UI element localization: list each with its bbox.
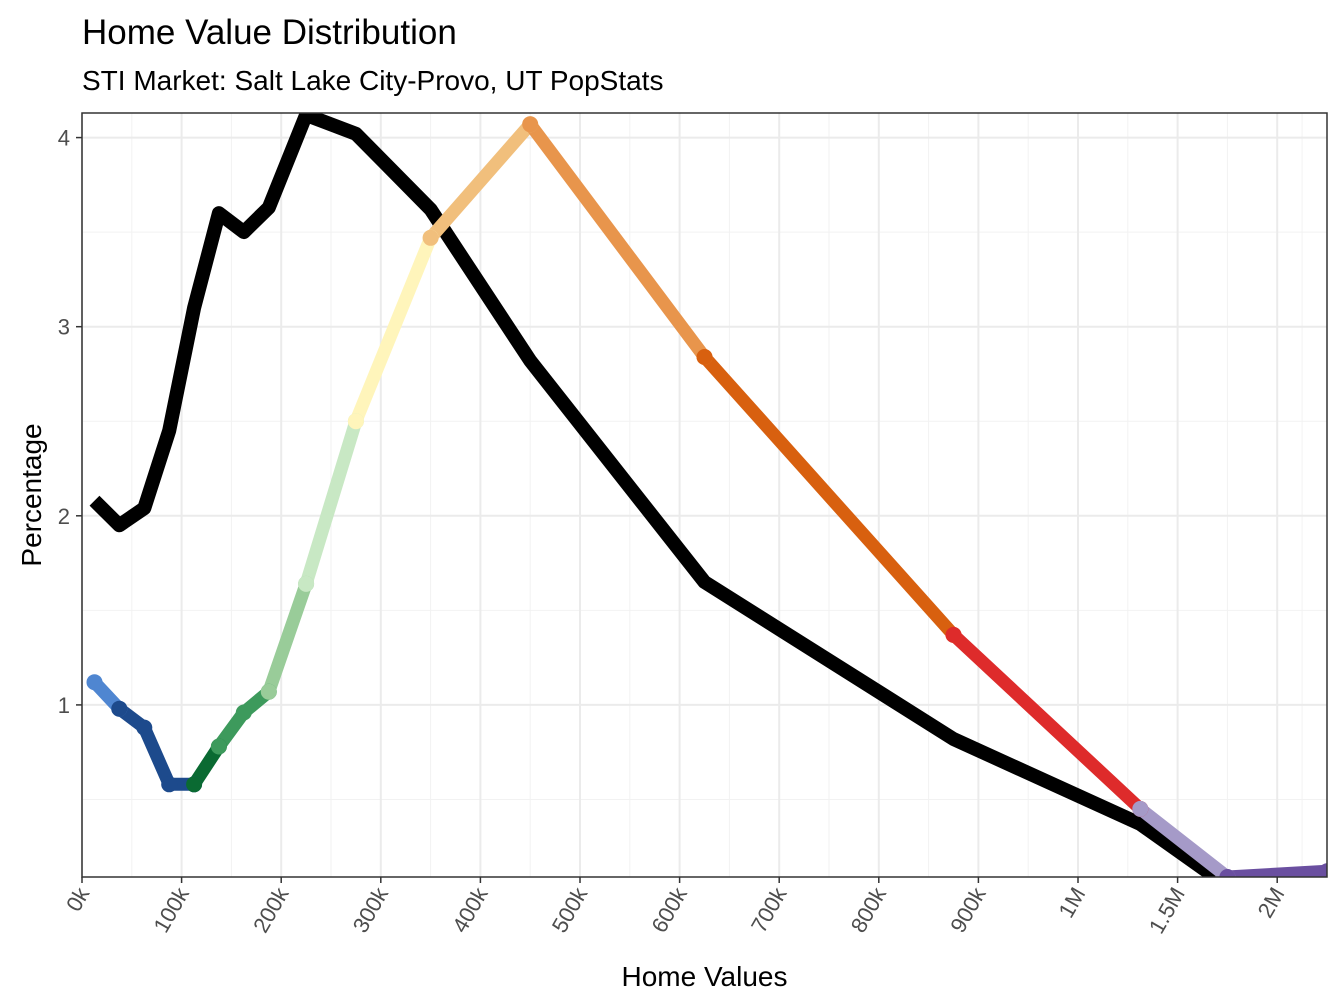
x-axis: 0k 100k 200k 300k 400k 500k 600k 700k 800k 900k 1M… <box>61 877 1290 938</box>
series-point <box>235 704 252 721</box>
series-point <box>1319 863 1327 877</box>
series-point <box>422 229 439 246</box>
panel-border <box>81 112 1328 878</box>
x-tick-label: 200k <box>248 882 294 937</box>
series-point <box>260 683 277 700</box>
x-tick-label: 400k <box>447 882 493 937</box>
series-line-segment <box>424 117 537 245</box>
series-point <box>136 719 153 736</box>
x-tick-label: 2M <box>1253 883 1290 922</box>
y-tick-label: 1 <box>58 693 70 718</box>
series-line-segment <box>1220 864 1327 877</box>
series-point <box>347 413 364 430</box>
series-point <box>522 116 539 133</box>
x-tick-label: 1.5M <box>1144 883 1190 938</box>
x-tick-label: 800k <box>846 882 892 937</box>
x-tick-label: 1M <box>1053 883 1090 922</box>
y-tick-label: 3 <box>58 315 70 340</box>
series-point <box>161 776 178 793</box>
series-line-overall <box>89 113 1220 877</box>
x-tick-label: 500k <box>547 882 593 937</box>
y-tick-label: 2 <box>58 504 70 529</box>
x-tick-label: 100k <box>148 882 194 937</box>
series-point <box>186 776 203 793</box>
x-axis-title: Home Values <box>621 961 787 992</box>
series-point <box>298 575 315 592</box>
series-point <box>86 674 103 691</box>
minor-gridlines <box>82 113 1327 877</box>
y-tick-label: 4 <box>58 126 70 151</box>
series-point <box>696 349 713 365</box>
series-line-segment <box>112 702 201 791</box>
x-tick-label: 900k <box>945 882 991 937</box>
series-point <box>1132 800 1149 817</box>
x-tick-label: 0k <box>61 882 95 915</box>
series-line-segment <box>299 414 363 591</box>
x-tick-label: 700k <box>746 882 792 937</box>
x-tick-label: 300k <box>348 882 394 937</box>
series-line-segment <box>262 577 313 699</box>
series-line-segment <box>698 350 960 642</box>
series-line-segment <box>947 628 1147 816</box>
series-point <box>210 738 227 755</box>
y-axis: 1 2 3 4 <box>58 126 82 718</box>
x-tick-label: 600k <box>646 882 692 937</box>
series-point <box>945 626 962 643</box>
major-gridlines <box>81 113 1327 877</box>
chart-title: Home Value Distribution <box>82 13 457 52</box>
series-line-segment <box>1133 802 1234 877</box>
series-line-segment <box>349 231 438 428</box>
chart-subtitle: STI Market: Salt Lake City-Provo, UT Pop… <box>82 65 663 96</box>
series-point <box>111 700 128 717</box>
y-axis-title: Percentage <box>16 423 47 566</box>
series-layer <box>86 113 1327 877</box>
series-point <box>1219 869 1236 877</box>
series-line-segment <box>523 117 711 364</box>
